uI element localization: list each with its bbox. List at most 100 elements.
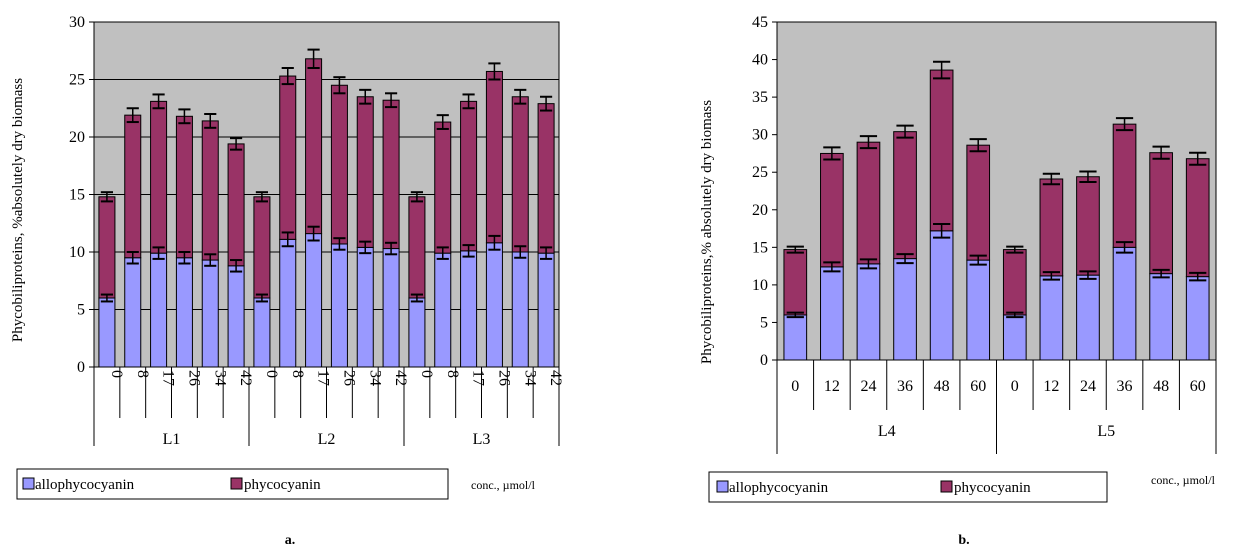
error-bar-allophycocyanin: [823, 261, 841, 273]
error-bar-phycocyanin: [933, 60, 951, 80]
error-bar-phycocyanin: [896, 124, 914, 139]
bar-allophycocyanin: [227, 265, 245, 368]
bar-phycocyanin: [227, 143, 245, 267]
error-bar-phycocyanin: [152, 93, 165, 110]
bar-phycocyanin: [408, 196, 426, 299]
error-bar-allophycocyanin: [1189, 271, 1207, 282]
error-bar-phycocyanin: [178, 108, 191, 125]
chart-b-legend-swatch-phycocyanin: [940, 480, 953, 493]
bar-allophycocyanin: [356, 246, 374, 368]
chart-a-x-axis: 0 8 17 26 34 42 0 8 17 26 34 42 0 8 17 26 34 42 L1 L2 L3: [93, 366, 564, 448]
error-bar-allophycocyanin: [969, 254, 987, 266]
error-bar-phycocyanin: [126, 107, 139, 124]
y-tick-label: 5: [760, 314, 768, 331]
error-bar-allophycocyanin: [1152, 268, 1170, 279]
x-group-label: L2: [318, 431, 336, 448]
bar-phycocyanin: [511, 96, 529, 253]
x-tick-label: 0: [791, 378, 799, 395]
x-tick-label: 8: [134, 370, 151, 378]
x-tick-label: 17: [470, 370, 487, 386]
error-bar-phycocyanin: [384, 92, 398, 109]
x-tick-label: 42: [392, 370, 409, 386]
bar-phycocyanin: [124, 114, 142, 259]
x-group-label: L5: [1097, 423, 1115, 440]
x-tick-label: 34: [211, 370, 228, 386]
bar-allophycocyanin: [966, 259, 991, 361]
bar-phycocyanin: [460, 100, 478, 252]
error-bar-allophycocyanin: [933, 223, 951, 239]
error-bar-phycocyanin: [859, 135, 878, 150]
x-tick-label: 0: [1011, 378, 1019, 395]
bar-allophycocyanin: [1149, 273, 1173, 361]
y-tick-label: 15: [69, 187, 85, 204]
bar-allophycocyanin: [1112, 246, 1137, 361]
x-tick-label: 17: [160, 370, 177, 386]
chart-a-panel-label: a.: [285, 533, 296, 548]
error-bar-allophycocyanin: [410, 293, 424, 303]
chart-a-legend-swatch-phycocyanin: [230, 477, 243, 490]
error-bar-allophycocyanin: [1115, 241, 1134, 254]
bar-allophycocyanin: [279, 238, 297, 368]
bar-allophycocyanin: [434, 252, 452, 368]
chart-b-panel-label: b.: [958, 533, 969, 548]
x-tick-label: 34: [521, 370, 538, 386]
error-bar-phycocyanin: [307, 48, 320, 69]
error-bar-phycocyanin: [1152, 145, 1170, 160]
error-bar-phycocyanin: [969, 138, 987, 153]
y-tick-label: 20: [752, 202, 768, 219]
error-bar-allophycocyanin: [1042, 271, 1060, 281]
bar-phycocyanin: [966, 144, 991, 261]
error-bar-phycocyanin: [823, 146, 841, 161]
chart-b-legend: allophycocyanin phycocyanin: [708, 471, 1108, 503]
chart-a-bars: [98, 48, 555, 368]
chart-a-y-axis: 0 5 10 15 20 25 30: [69, 14, 95, 376]
chart-b-legend-label-allophycocyanin: allophycocyanin: [729, 480, 829, 496]
error-bar-phycocyanin: [359, 88, 372, 105]
x-tick-label: 26: [495, 370, 512, 386]
bar-phycocyanin: [820, 152, 844, 268]
bar-allophycocyanin: [537, 252, 555, 368]
error-bar-allophycocyanin: [384, 241, 398, 256]
bar-phycocyanin: [929, 69, 954, 232]
y-tick-label: 20: [69, 129, 85, 146]
y-tick-label: 10: [752, 277, 768, 294]
x-tick-label: 12: [824, 378, 840, 395]
error-bar-phycocyanin: [488, 62, 501, 81]
y-tick-label: 5: [77, 302, 85, 319]
x-tick-label: 24: [860, 378, 876, 395]
error-bar-allophycocyanin: [462, 244, 475, 258]
error-bar-allophycocyanin: [229, 259, 243, 273]
x-tick-label: 42: [237, 370, 254, 386]
x-tick-label: 0: [418, 370, 435, 378]
chart-a-legend-swatch-allophycocyanin: [22, 477, 35, 490]
bar-allophycocyanin: [1002, 314, 1027, 361]
error-bar-phycocyanin: [462, 93, 475, 110]
chart-b-x-axis: 0 12 24 36 48 60 0 12 24 36 48 60 L4 L5: [776, 359, 1217, 454]
error-bar-allophycocyanin: [786, 311, 804, 319]
error-bar-phycocyanin: [1079, 170, 1097, 183]
x-tick-label: 26: [340, 370, 357, 386]
error-bar-phycocyanin: [539, 95, 553, 112]
bar-allophycocyanin: [856, 263, 881, 361]
chart-a-y-axis-label: Phycobiliproteins, %absolutely dry bioma…: [10, 78, 26, 342]
chart-b-conc-note: conc., µmol/l: [1151, 473, 1216, 487]
error-bar-phycocyanin: [1115, 117, 1134, 132]
bar-allophycocyanin: [201, 259, 219, 368]
error-bar-phycocyanin: [333, 76, 346, 95]
x-tick-label: 8: [289, 370, 306, 378]
bar-phycocyanin: [175, 115, 193, 259]
chart-a-legend: allophycocyanin phycocyanin: [16, 468, 449, 500]
error-bar-allophycocyanin: [896, 253, 914, 265]
bar-phycocyanin: [1076, 176, 1100, 276]
error-bar-allophycocyanin: [100, 293, 114, 303]
x-tick-label: 12: [1043, 378, 1059, 395]
chart-b-bars: [783, 60, 1210, 361]
error-bar-phycocyanin: [255, 191, 269, 203]
error-bar-allophycocyanin: [1079, 270, 1097, 280]
error-bar-allophycocyanin: [359, 240, 372, 255]
chart-b-plot-area: [776, 21, 1217, 361]
chart-b-legend-swatch-allophycocyanin: [716, 480, 729, 493]
error-bar-allophycocyanin: [539, 246, 553, 260]
error-bar-phycocyanin: [410, 191, 424, 203]
